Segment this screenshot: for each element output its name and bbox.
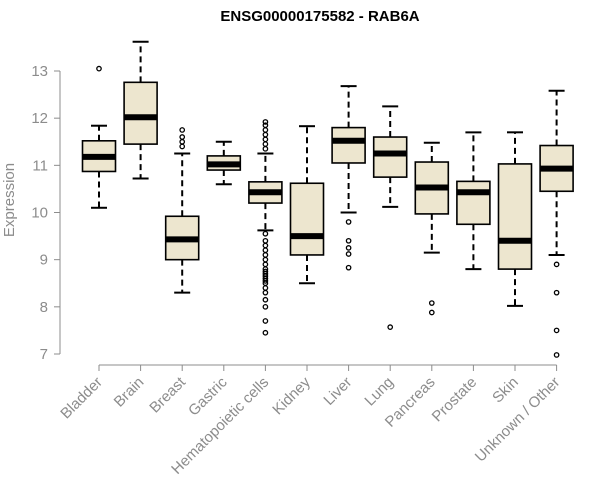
iqr-box	[123, 81, 158, 145]
x-tick-label: Breast	[146, 373, 189, 416]
outlier-point	[345, 245, 352, 251]
x-tick-label: Bladder	[57, 374, 106, 423]
boxes-group	[81, 40, 574, 358]
outlier-point	[553, 327, 560, 334]
outlier-point	[345, 219, 352, 225]
axes: 7 8 9 10 11 12 13	[31, 63, 558, 371]
outlier-point	[262, 318, 269, 324]
box-kidney	[289, 125, 325, 285]
outlier-point	[262, 303, 269, 310]
x-tick-label: Kidney	[269, 373, 314, 418]
iqr-box	[456, 180, 491, 226]
box-skin	[497, 131, 533, 307]
outlier-point	[262, 261, 269, 268]
outlier-point	[179, 127, 186, 133]
outlier-point	[262, 119, 269, 125]
outlier-point	[262, 237, 269, 244]
outlier-point	[345, 251, 352, 257]
box-lung	[372, 105, 408, 330]
outlier-point	[345, 264, 352, 271]
outlier-point	[553, 261, 560, 268]
outlier-point	[262, 285, 269, 291]
outlier-point	[428, 300, 435, 306]
box-hematopoietic-cells	[248, 119, 283, 336]
x-tick-label: Liver	[320, 374, 355, 409]
box-pancreas	[414, 141, 450, 316]
box-gastric	[206, 140, 242, 186]
outlier-point	[262, 136, 269, 143]
outlier-point	[428, 309, 435, 316]
x-tick-label: Skin	[489, 374, 522, 407]
outlier-point	[262, 145, 269, 152]
outlier-point	[345, 237, 352, 244]
outlier-point	[262, 242, 269, 249]
box-unknown-other	[539, 89, 574, 358]
outlier-point	[553, 289, 560, 296]
outlier-point	[179, 134, 186, 140]
outlier-point	[387, 324, 394, 330]
outlier-point	[96, 65, 102, 72]
y-tick-label: 7	[40, 346, 48, 363]
y-axis-label: Expression	[1, 163, 18, 237]
iqr-box	[331, 126, 366, 164]
outlier-point	[262, 131, 269, 138]
chart-title: ENSG00000175582 - RAB6A	[220, 8, 419, 25]
outlier-point	[262, 230, 269, 237]
y-tick-label: 13	[31, 63, 48, 80]
outlier-point	[553, 352, 560, 358]
outlier-point	[262, 289, 269, 296]
outlier-point	[262, 122, 269, 129]
iqr-box	[372, 136, 408, 178]
outlier-point	[262, 256, 269, 263]
y-tick-label: 8	[40, 299, 48, 316]
x-tick-label: Lung	[361, 374, 397, 410]
outlier-point	[262, 329, 269, 336]
x-tick-label: Prostate	[429, 374, 481, 426]
outlier-point	[262, 127, 269, 133]
box-brain	[123, 40, 158, 180]
iqr-box	[289, 182, 325, 256]
box-breast	[164, 127, 200, 294]
x-tick-label: Brain	[111, 374, 148, 411]
box-bladder	[81, 65, 117, 209]
y-tick-label: 12	[31, 110, 48, 127]
outlier-point	[262, 247, 269, 254]
y-tick-label: 9	[40, 252, 48, 269]
outlier-point	[262, 141, 269, 147]
iqr-box	[497, 163, 533, 270]
box-prostate	[456, 131, 491, 271]
outlier-point	[262, 252, 269, 258]
outlier-point	[179, 138, 186, 145]
outlier-point	[179, 143, 186, 150]
y-tick-label: 11	[32, 157, 48, 174]
outlier-point	[262, 296, 269, 303]
y-tick-label: 10	[31, 205, 48, 222]
box-liver	[331, 85, 366, 271]
outlier-point	[262, 278, 269, 284]
